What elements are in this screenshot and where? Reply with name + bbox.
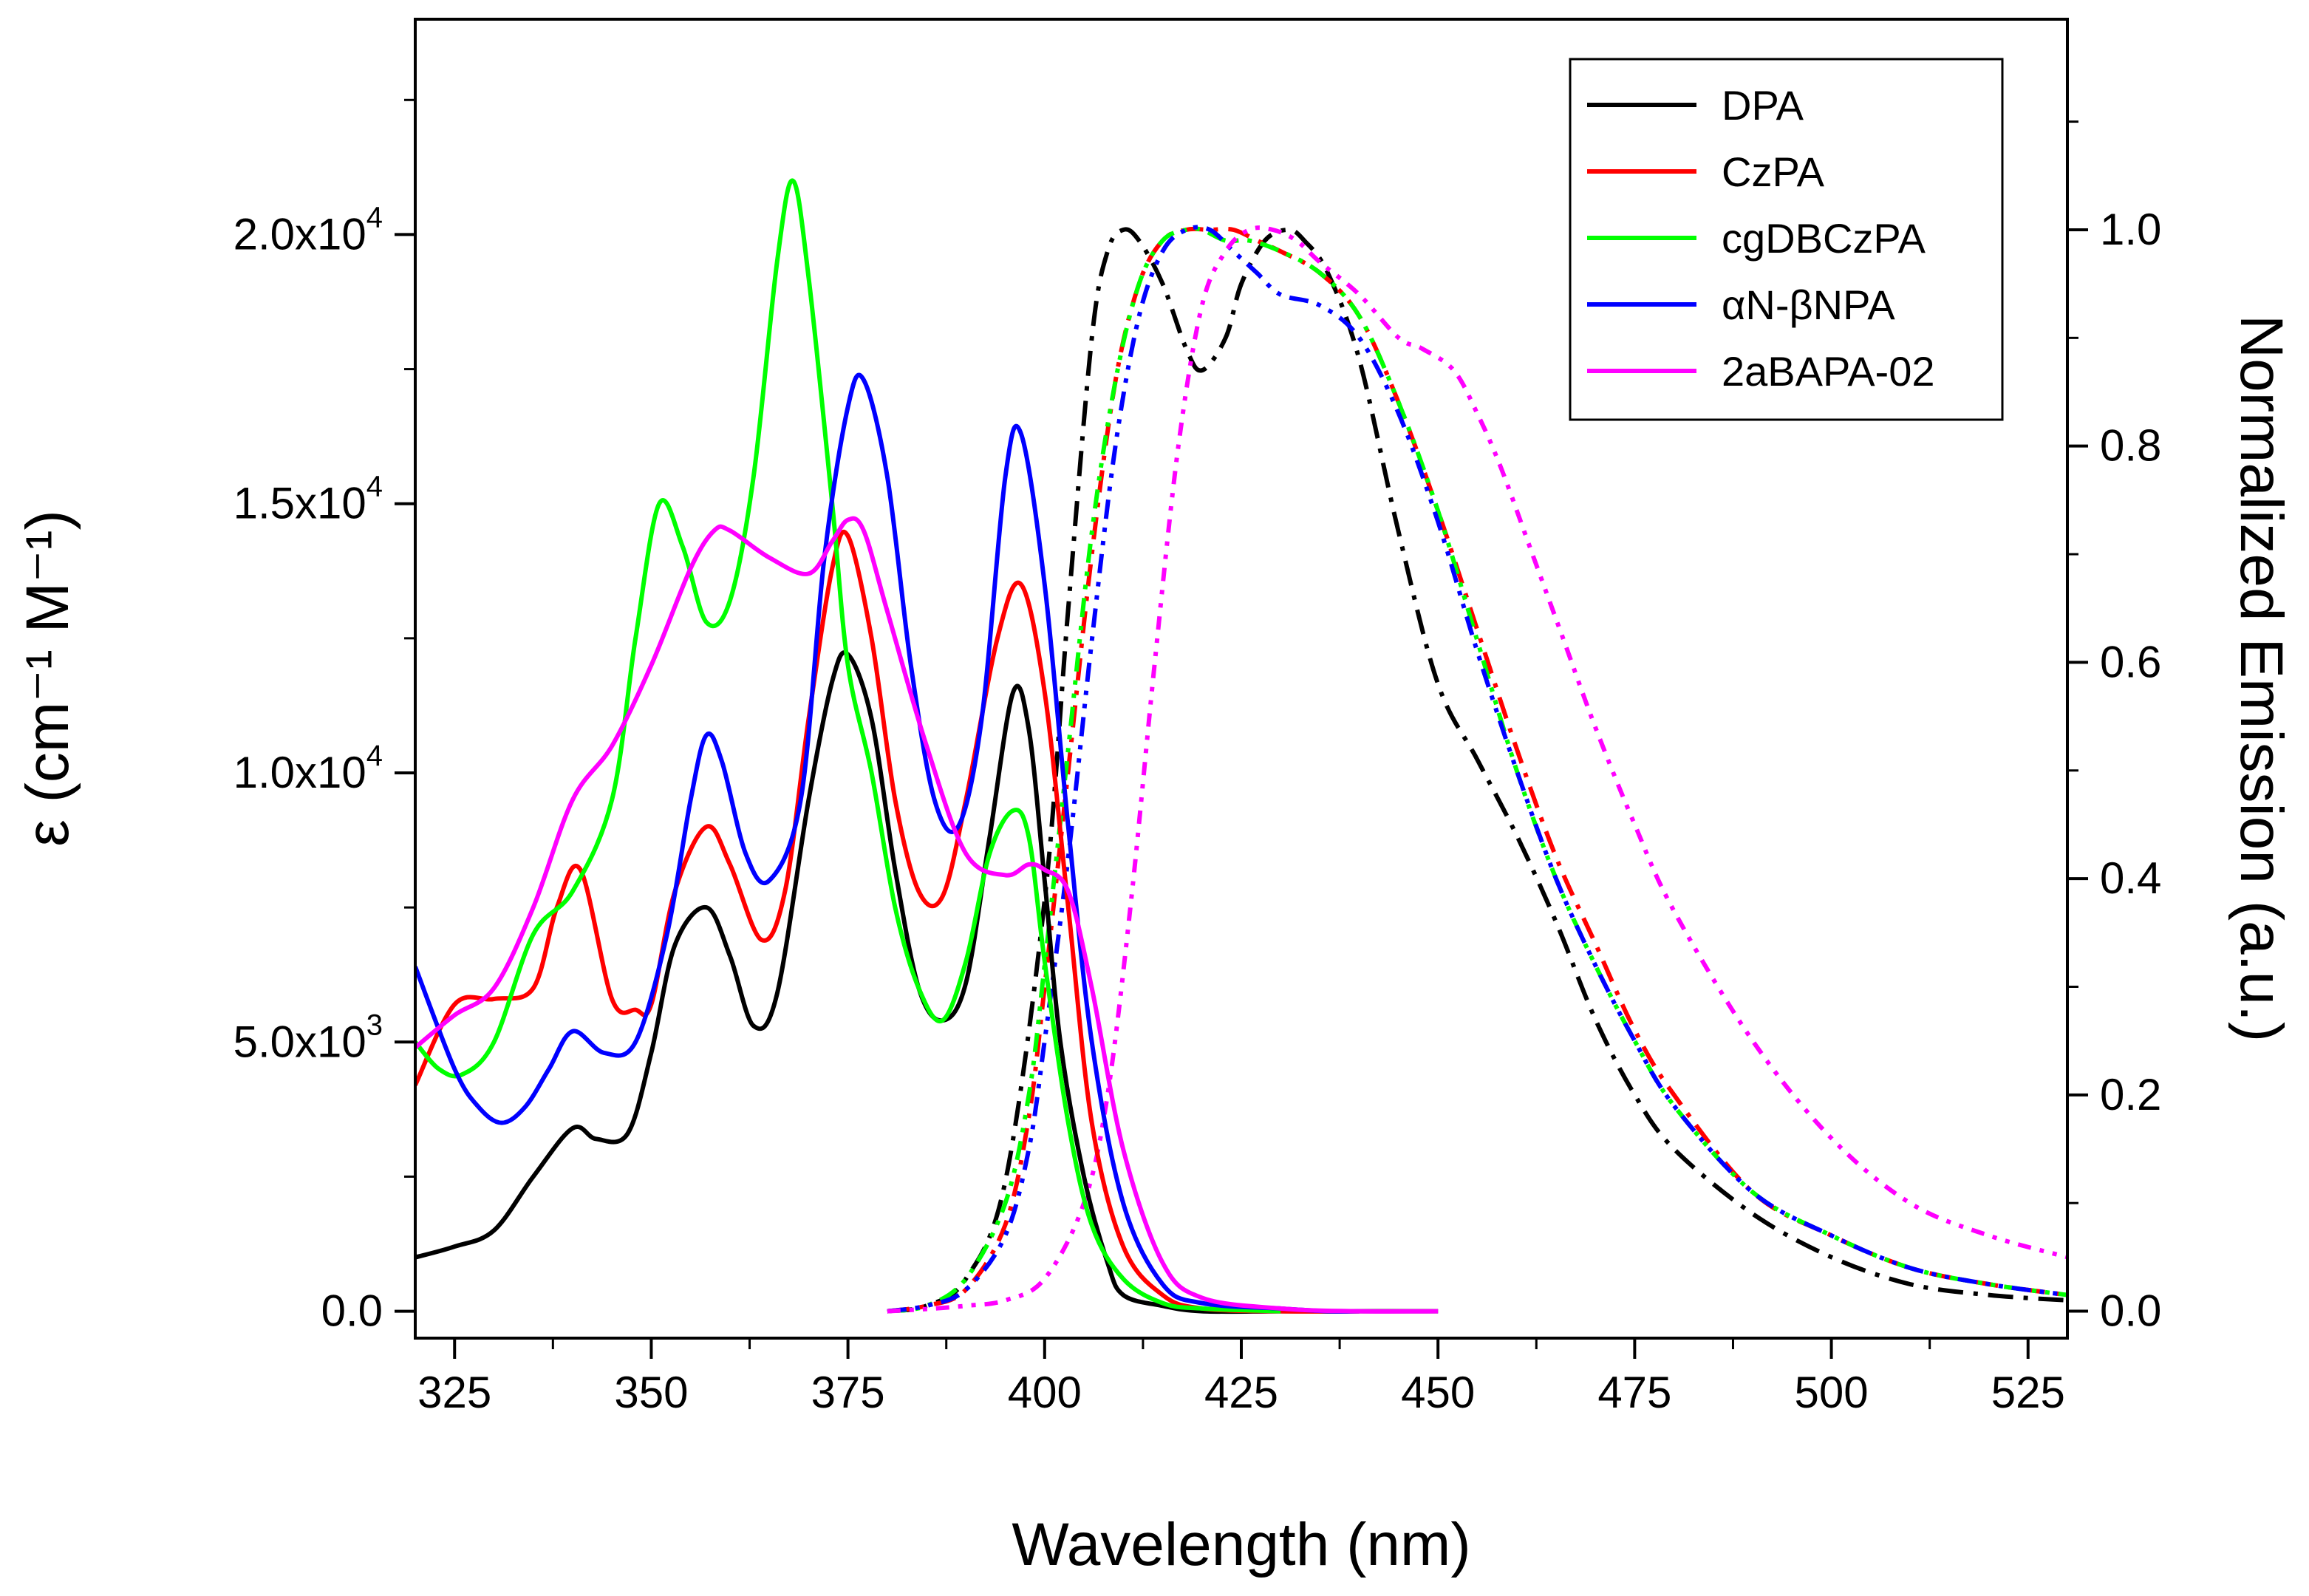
legend-label: 2aBAPA-02 — [1722, 348, 1934, 395]
x-tick-label: 375 — [811, 1368, 885, 1417]
y-left-tick-label: 1.0x104 — [233, 740, 383, 797]
legend-label: DPA — [1722, 82, 1804, 129]
y-right-tick-label: 0.0 — [2100, 1286, 2161, 1336]
plot-lines — [415, 178, 2067, 1314]
axes: 325 350 375 400 425 450 475 500 525 0.0 5.0x103 1.0… — [233, 98, 2161, 1417]
y-left-tick-label: 1.5x104 — [233, 471, 383, 528]
absorption-line-2abapa-02 — [415, 516, 1439, 1314]
x-tick-label: 500 — [1795, 1368, 1869, 1417]
x-tick-label: 425 — [1204, 1368, 1278, 1417]
absorption-line-cgdbczpa — [415, 178, 1281, 1314]
emission-line-czpa — [887, 226, 2067, 1314]
absorption-line--n-npa — [415, 372, 1360, 1314]
absorption-line-czpa — [415, 529, 1360, 1314]
legend-label: αN-βNPA — [1722, 282, 1895, 328]
y-right-tick-label: 0.8 — [2100, 421, 2161, 471]
x-tick-label: 475 — [1597, 1368, 1671, 1417]
x-tick-label: 350 — [614, 1368, 688, 1417]
emission-line-2abapa-02 — [887, 225, 2067, 1314]
y-right-axis-title: Normalized Emission (a.u.) — [2228, 315, 2295, 1042]
y-left-axis-title: ε (cm⁻¹ M⁻¹) — [14, 510, 81, 847]
y-left-tick-label: 5.0x103 — [233, 1009, 383, 1066]
x-tick-label: 450 — [1401, 1368, 1475, 1417]
y-left-tick-label: 0.0 — [321, 1286, 383, 1336]
legend-label: cgDBCzPA — [1722, 215, 1926, 262]
x-tick-label: 400 — [1008, 1368, 1082, 1417]
y-right-tick-label: 0.2 — [2100, 1070, 2161, 1119]
legend: DPA CzPA cgDBCzPA αN-βNPA 2aBAPA-02 — [1569, 58, 2004, 421]
x-tick-label: 525 — [1991, 1368, 2065, 1417]
y-left-tick-label: 2.0x104 — [233, 201, 383, 259]
y-right-tick-label: 1.0 — [2100, 205, 2161, 254]
y-right-tick-label: 0.4 — [2100, 853, 2161, 903]
x-axis-title: Wavelength (nm) — [1012, 1511, 1470, 1578]
legend-label: CzPA — [1722, 149, 1825, 195]
y-right-tick-label: 0.6 — [2100, 637, 2161, 686]
x-tick-label: 325 — [417, 1368, 491, 1417]
